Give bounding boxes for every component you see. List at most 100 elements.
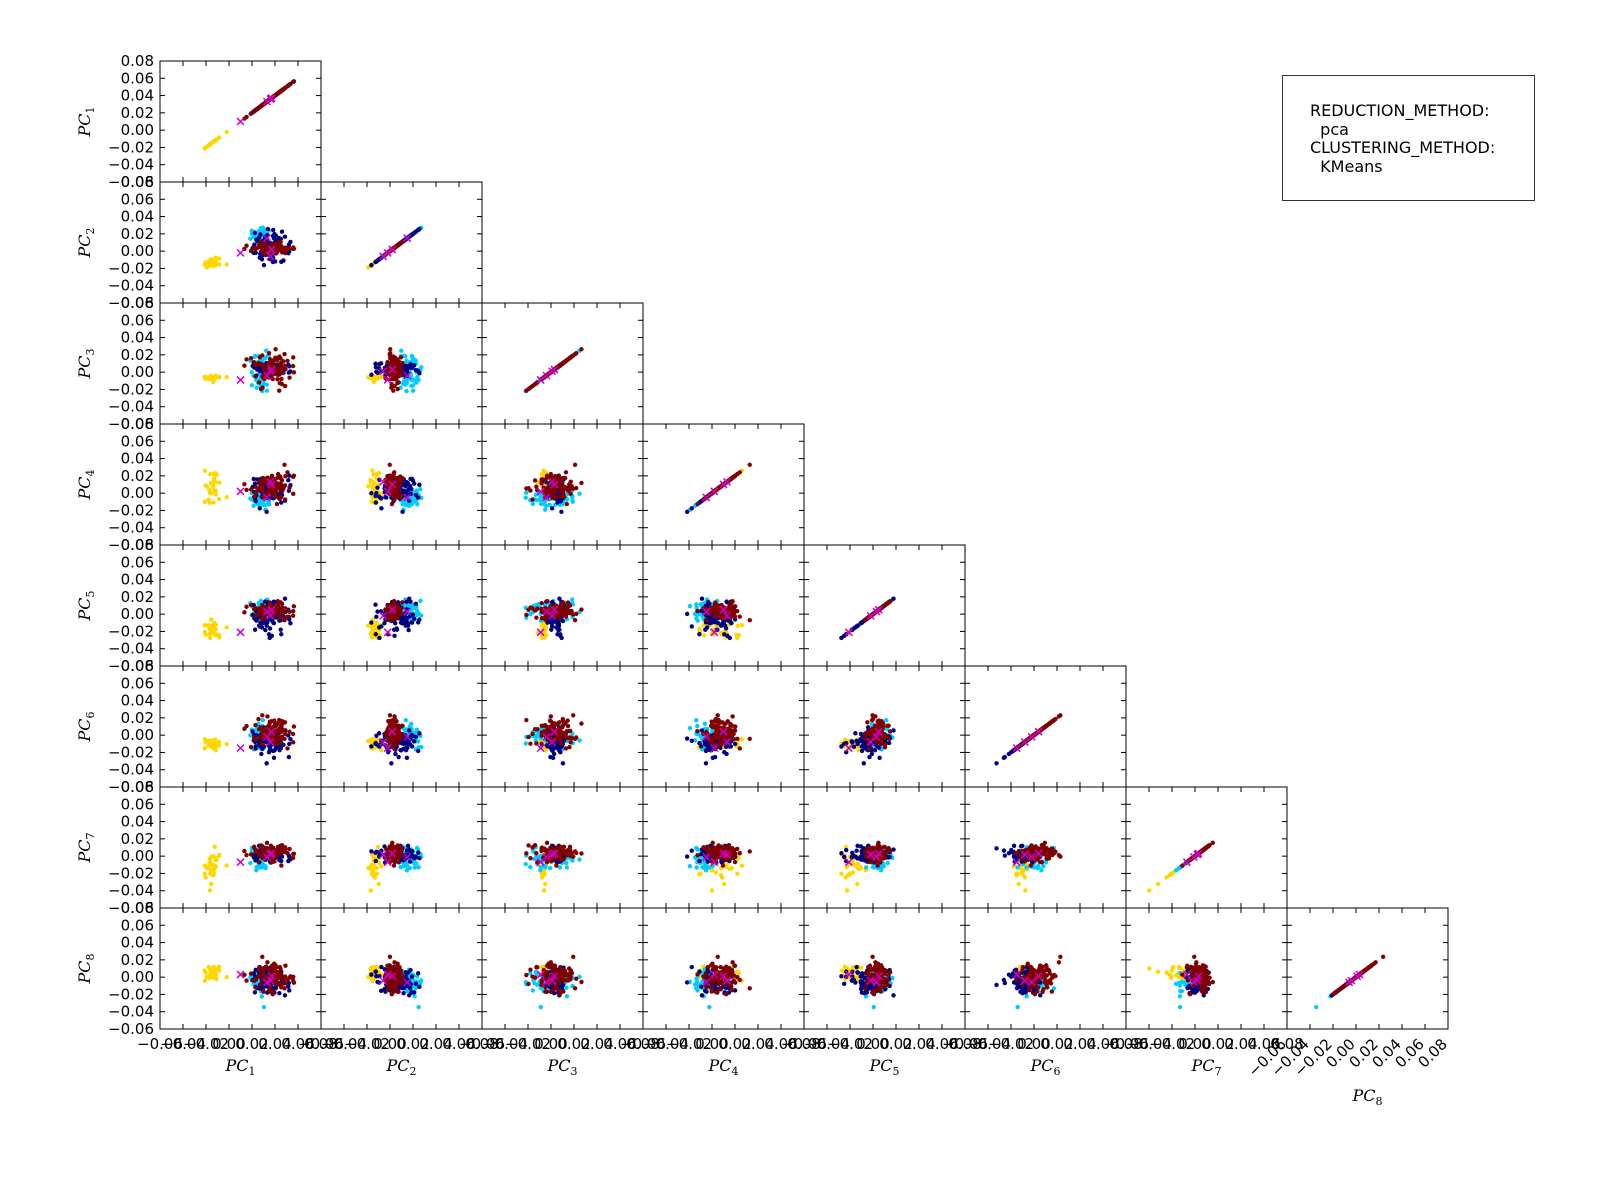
data-point xyxy=(288,239,293,245)
subplot-pc2-vs-pc2 xyxy=(320,181,483,304)
data-point xyxy=(248,248,254,254)
data-point xyxy=(204,738,209,744)
data-point xyxy=(259,751,264,757)
data-point xyxy=(574,611,579,617)
data-point xyxy=(734,632,739,638)
data-point xyxy=(261,366,267,372)
data-point xyxy=(526,607,531,613)
data-point xyxy=(526,386,531,392)
data-point xyxy=(283,728,288,733)
data-point xyxy=(724,599,729,604)
data-point xyxy=(266,350,272,356)
data-point xyxy=(747,462,752,467)
data-point xyxy=(290,731,296,737)
data-point xyxy=(224,374,229,380)
data-point xyxy=(283,474,288,479)
data-point xyxy=(277,380,283,386)
data-point xyxy=(242,482,247,487)
data-point xyxy=(260,713,265,718)
data-point xyxy=(287,364,292,369)
centroid-marker xyxy=(236,744,245,753)
data-point xyxy=(366,265,371,270)
data-point xyxy=(277,388,282,393)
y-tick-label: 0.00 xyxy=(121,726,154,744)
data-point xyxy=(524,612,529,618)
data-point xyxy=(376,625,382,630)
data-point xyxy=(253,605,258,611)
data-point xyxy=(733,604,738,609)
data-point xyxy=(248,111,254,116)
data-point xyxy=(212,632,217,637)
data-point xyxy=(366,484,371,489)
data-point xyxy=(212,489,217,495)
data-point xyxy=(254,385,259,390)
data-point xyxy=(224,129,229,135)
data-point xyxy=(570,499,575,504)
data-point xyxy=(572,462,578,467)
y-tick-label: 0.04 xyxy=(121,87,154,105)
data-point xyxy=(204,265,209,270)
data-point xyxy=(396,367,401,372)
data-point xyxy=(727,635,732,641)
data-point xyxy=(555,632,560,637)
data-point xyxy=(248,356,254,361)
data-point xyxy=(539,609,544,614)
data-point xyxy=(208,617,214,622)
subplot-frame xyxy=(159,423,322,546)
data-point xyxy=(728,620,734,625)
subplot-pc1-vs-pc1 xyxy=(159,60,322,183)
data-point xyxy=(244,487,249,493)
y-tick-label: 0.08 xyxy=(121,657,154,675)
data-point xyxy=(539,615,545,621)
data-point xyxy=(273,347,278,352)
data-point xyxy=(279,632,284,637)
data-point xyxy=(568,491,573,497)
data-point xyxy=(414,488,419,493)
data-point xyxy=(282,596,288,601)
data-point xyxy=(258,734,264,740)
y-axis-label: PC6 xyxy=(75,711,97,742)
data-point xyxy=(408,362,413,367)
data-point xyxy=(275,377,280,382)
data-point xyxy=(283,609,288,615)
y-tick-label: 0.02 xyxy=(121,709,154,727)
data-point xyxy=(370,468,375,473)
data-point xyxy=(549,506,555,511)
data-point xyxy=(285,746,290,751)
data-point xyxy=(217,262,222,267)
centroid-marker xyxy=(236,117,245,126)
data-point xyxy=(373,500,379,505)
data-point xyxy=(396,477,401,483)
data-point xyxy=(244,243,249,248)
y-axis-label: PC5 xyxy=(75,590,97,621)
data-point xyxy=(404,599,409,604)
y-tick-label: −0.02 xyxy=(108,743,154,761)
data-point xyxy=(689,624,694,629)
data-point xyxy=(707,621,712,626)
data-point xyxy=(415,612,421,617)
data-point xyxy=(375,376,381,381)
data-point xyxy=(206,259,211,265)
y-tick-label: 0.06 xyxy=(121,311,154,329)
centroid-marker xyxy=(266,252,275,261)
y-tick-label: −0.02 xyxy=(108,501,154,519)
data-point xyxy=(290,613,296,618)
data-point xyxy=(543,507,548,512)
data-point xyxy=(695,608,700,614)
data-point xyxy=(373,493,378,499)
data-point xyxy=(261,381,266,386)
data-point xyxy=(373,259,379,265)
data-point xyxy=(212,257,217,263)
data-point xyxy=(212,743,217,748)
data-point xyxy=(282,497,288,502)
data-point xyxy=(406,487,411,492)
data-point xyxy=(699,596,705,601)
subplot-pc3-vs-pc3 xyxy=(481,302,644,425)
subplot-pc5-vs-pc2 xyxy=(320,544,483,667)
data-point xyxy=(545,599,550,604)
data-point xyxy=(684,611,690,617)
data-point xyxy=(399,348,404,353)
data-point xyxy=(408,599,413,604)
data-point xyxy=(244,604,249,609)
